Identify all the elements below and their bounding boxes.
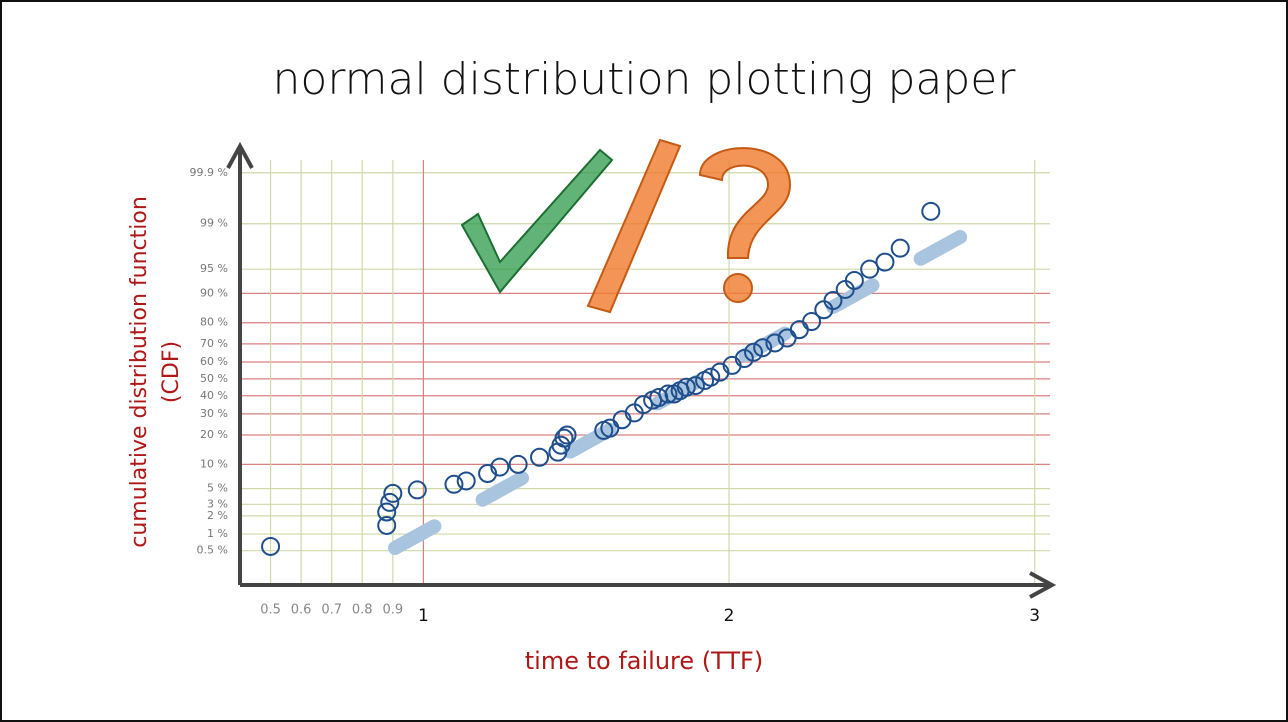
point [701,367,721,387]
point [554,428,574,448]
y-tick-label: 10 % [200,457,228,470]
point [383,483,403,503]
y-tick-label: 80 % [200,316,228,329]
x-tick-label: 0.9 [382,603,403,618]
y-tick-label: 90 % [200,286,228,299]
y-tick-label: 0.5 % [197,544,228,557]
y-axis-label: (CDF) [159,341,184,403]
x-tick-label: 0.7 [321,603,342,618]
y-tick-label: 30 % [200,407,228,420]
point [844,270,864,290]
point [860,259,880,279]
x-arrow [1029,571,1057,599]
y-axis-label: cumulative distribution function [127,196,152,548]
point [765,333,785,353]
y-tick-label: 60 % [200,355,228,368]
points [261,201,941,556]
x-axis-label: time to failure (TTF) [525,647,763,675]
y-tick-label: 20 % [200,428,228,441]
question-mark [698,147,792,259]
y-tick-label: 1 % [207,527,228,540]
y-tick-label: 99 % [200,217,228,230]
point [921,201,941,221]
point [557,425,577,445]
point [508,454,528,474]
point [490,457,510,477]
x-tick-label: 1 [418,606,429,626]
check-mark [460,148,614,294]
point [676,377,696,397]
point [380,492,400,512]
point [875,252,895,272]
question-dot [723,273,753,303]
point [478,464,498,484]
point [407,480,427,500]
grid [240,160,1050,585]
x-tick-label: 3 [1029,606,1040,626]
y-tick-label: 3 % [207,497,228,510]
point [261,536,281,556]
y-tick-label: 70 % [200,337,228,350]
point [530,447,550,467]
point [823,291,843,311]
point [377,515,397,535]
point [685,376,705,396]
point [633,395,653,415]
x-tick-label: 2 [724,606,735,626]
slash [586,138,682,314]
point [456,471,476,491]
point [753,338,773,358]
y-tick-label: 95 % [200,262,228,275]
axes [226,141,1057,599]
x-tick-label: 0.5 [260,603,281,618]
y-arrow [226,141,254,169]
x-tick-label: 0.8 [352,603,373,618]
point [658,384,678,404]
point [802,312,822,332]
y-tick-label: 99.9 % [190,166,228,179]
y-tick-label: 5 % [207,482,228,495]
point [744,342,764,362]
x-tick-label: 0.6 [291,603,312,618]
chart-title: normal distribution plotting paper [273,54,1017,105]
point [890,238,910,258]
y-tick-label: 40 % [200,389,228,402]
y-tick-label: 50 % [200,372,228,385]
y-tick-label: 2 % [207,509,228,522]
point [444,474,464,494]
point [377,502,397,522]
